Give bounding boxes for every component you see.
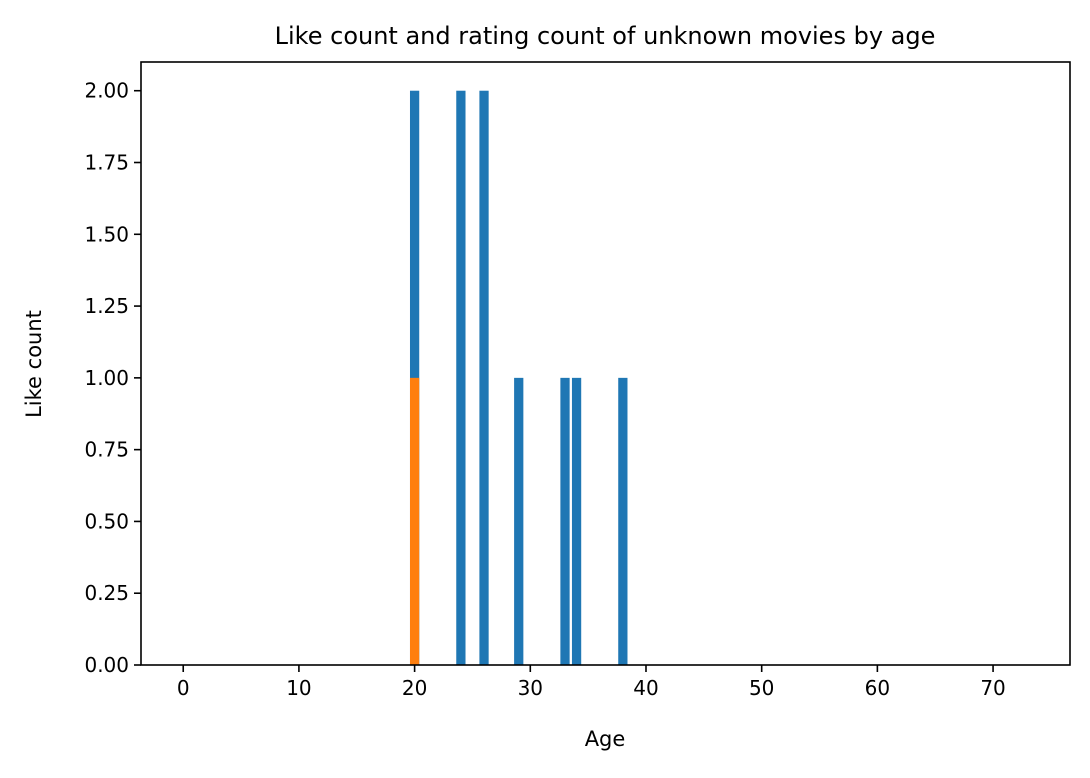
bar xyxy=(479,90,489,665)
x-tick-label: 0 xyxy=(177,676,190,700)
x-tick-label: 40 xyxy=(633,676,658,700)
y-tick-label: 0.75 xyxy=(84,438,129,462)
y-tick-label: 0.50 xyxy=(84,509,129,533)
bar xyxy=(618,377,628,665)
x-tick-label: 60 xyxy=(865,676,890,700)
plot-frame xyxy=(140,61,1071,666)
bar xyxy=(514,377,524,665)
y-tick-label: 1.00 xyxy=(84,366,129,390)
bar xyxy=(571,377,582,665)
y-tick-label: 1.75 xyxy=(84,151,129,175)
x-tick-label: 10 xyxy=(286,676,311,700)
y-tick-label: 1.25 xyxy=(84,294,129,318)
bars-layer xyxy=(409,90,628,665)
bar xyxy=(560,377,570,665)
x-axis-label: Age xyxy=(585,727,626,751)
y-axis-ticks: 0.00 0.25 0.50 0.75 1.00 1.25 1.50 1.75 2.00 xyxy=(84,79,141,677)
x-tick-label: 20 xyxy=(402,676,427,700)
y-tick-label: 0.00 xyxy=(84,653,129,677)
bar xyxy=(409,377,420,665)
bar xyxy=(456,90,466,665)
y-tick-label: 1.50 xyxy=(84,222,129,246)
x-tick-label: 70 xyxy=(980,676,1005,700)
chart-title: Like count and rating count of unknown m… xyxy=(275,22,936,50)
x-tick-label: 50 xyxy=(749,676,774,700)
x-axis-ticks: 0 10 20 30 40 50 60 70 xyxy=(177,665,1006,700)
y-tick-label: 2.00 xyxy=(84,79,129,103)
y-tick-label: 0.25 xyxy=(84,581,129,605)
y-axis-label: Like count xyxy=(22,310,46,418)
x-tick-label: 30 xyxy=(518,676,543,700)
